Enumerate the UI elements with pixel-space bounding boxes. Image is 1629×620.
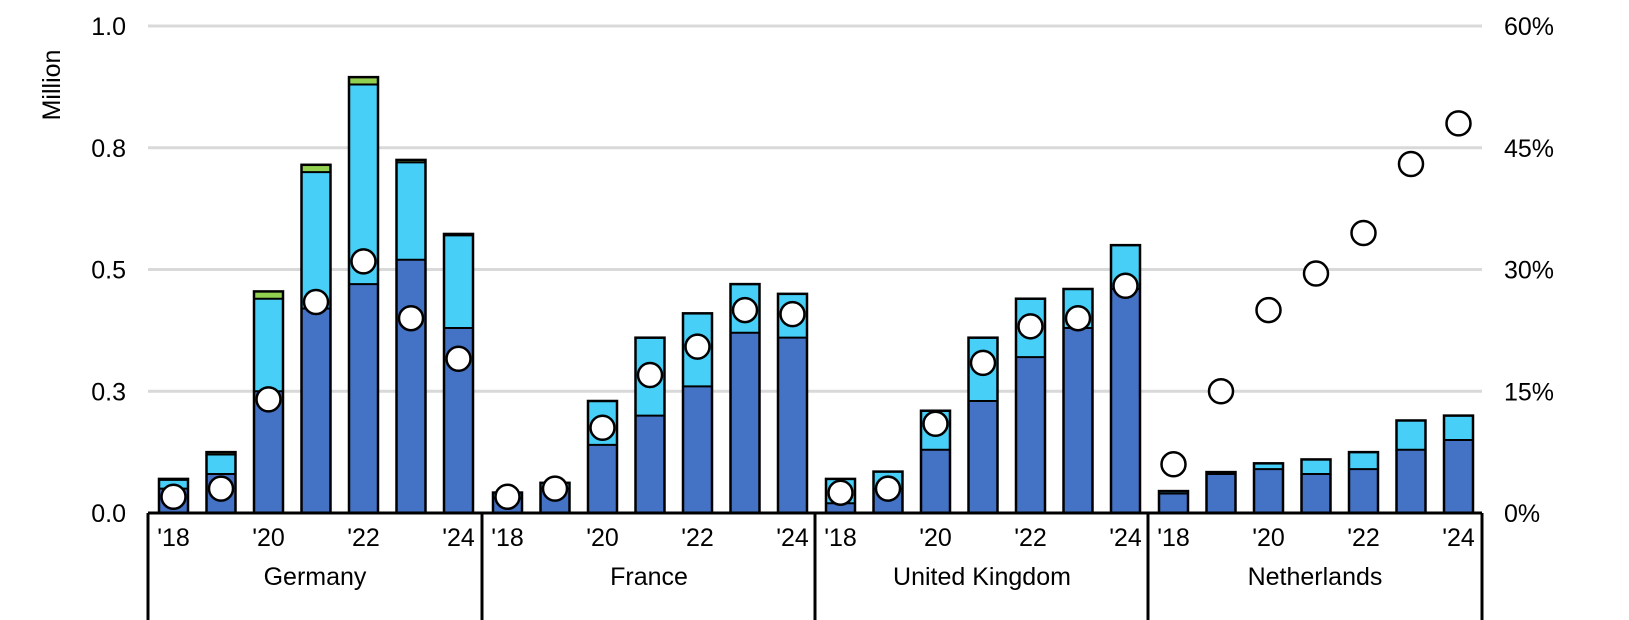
- bar-segment-middle: [1444, 415, 1473, 440]
- share-marker: [541, 475, 569, 502]
- bar-segment-bottom: [683, 386, 712, 513]
- x-tick-label: '18: [157, 524, 190, 552]
- bar-segment-bottom: [1063, 327, 1093, 513]
- bar-segment-bottom: [1016, 357, 1045, 513]
- share-marker: [827, 479, 854, 506]
- bar-segment-bottom: [1396, 449, 1426, 513]
- x-tick-label: '20: [252, 524, 285, 552]
- x-tick-label: '22: [1014, 524, 1047, 552]
- bar-segment-bottom: [301, 308, 331, 513]
- left-axis-ticks: 0.0 0.3 0.5 0.8 1.0: [91, 13, 126, 528]
- bars: [157, 75, 1475, 515]
- x-tick-label: '24: [1442, 524, 1475, 552]
- share-marker: [1064, 304, 1092, 332]
- bar-segment-bottom: [1301, 474, 1331, 513]
- y-tick-label: 1.0: [91, 13, 126, 41]
- bar-segment-top: [301, 164, 331, 173]
- x-tick-label: '24: [442, 524, 475, 552]
- bar-segment-bottom: [635, 415, 665, 513]
- share-marker: [494, 483, 521, 511]
- bar-segment-middle: [1301, 459, 1331, 475]
- bar-segment-top: [254, 291, 283, 299]
- share-markers: [160, 110, 1472, 511]
- share-marker: [1112, 272, 1139, 299]
- bar-segment-bottom: [588, 444, 617, 513]
- bar-segment-bottom: [1206, 474, 1236, 513]
- bar-segment-middle: [301, 172, 331, 309]
- bar-segment-middle: [1396, 420, 1426, 450]
- bar-segment-bottom: [1254, 469, 1283, 513]
- right-axis-ticks: 0% 15% 30% 45% 60%: [1504, 13, 1554, 528]
- x-tick-label: '22: [681, 524, 714, 552]
- y-axis-title: Million: [38, 50, 66, 121]
- y2-tick-label: 60%: [1504, 13, 1554, 41]
- bar-segment-bottom: [1159, 493, 1188, 513]
- country-label: United Kingdom: [893, 563, 1071, 591]
- bar-segment-bottom: [778, 337, 807, 513]
- bar-segment-bottom: [1349, 469, 1378, 513]
- x-tick-label: '24: [1109, 524, 1142, 552]
- x-tick-label: '18: [1157, 524, 1190, 552]
- x-tick-label: '20: [1252, 524, 1285, 552]
- share-marker: [207, 475, 235, 502]
- bar-segment-bottom: [921, 449, 950, 513]
- bar-segment-top: [349, 77, 378, 85]
- x-tick-label: '24: [776, 524, 809, 552]
- y-tick-label: 0.5: [91, 257, 126, 285]
- x-axis: '18 '20 '22 '24 Germany '18 '20 '22 '24 France '18…: [146, 511, 1484, 620]
- bar-segment-middle: [1254, 463, 1283, 470]
- share-marker: [589, 414, 616, 442]
- share-marker: [1445, 110, 1472, 137]
- bar-segment-bottom: [826, 503, 855, 513]
- share-marker: [160, 483, 187, 511]
- share-marker: [1302, 260, 1330, 287]
- y2-tick-label: 0%: [1504, 500, 1540, 528]
- x-tick-label: '18: [824, 524, 857, 552]
- share-marker: [302, 288, 330, 316]
- country-label: France: [610, 563, 688, 591]
- share-marker: [874, 475, 902, 502]
- share-marker: [397, 304, 425, 332]
- y2-tick-label: 15%: [1504, 378, 1554, 406]
- y-tick-label: 0.3: [91, 378, 126, 406]
- share-marker: [1397, 150, 1425, 178]
- bar-segment-bottom: [396, 259, 426, 513]
- y2-tick-label: 30%: [1504, 257, 1554, 285]
- bar-segment-middle: [1349, 452, 1378, 470]
- share-marker: [350, 248, 377, 275]
- bar-segment-bottom: [1111, 288, 1140, 513]
- bar-segment-middle: [396, 162, 426, 260]
- share-marker: [1207, 378, 1235, 405]
- x-tick-label: '22: [347, 524, 380, 552]
- bar-segment-middle: [206, 454, 236, 475]
- bar-segment-middle: [254, 298, 283, 392]
- bar-segment-bottom: [349, 284, 378, 513]
- bar-segment-bottom: [968, 400, 998, 513]
- share-marker: [922, 410, 949, 437]
- share-marker: [684, 333, 711, 360]
- share-marker: [731, 296, 759, 324]
- share-marker: [1350, 219, 1377, 247]
- x-tick-label: '22: [1347, 524, 1380, 552]
- share-marker: [969, 349, 997, 377]
- bar-segment-bottom: [730, 332, 760, 513]
- x-tick-label: '20: [919, 524, 952, 552]
- share-marker: [445, 345, 472, 373]
- share-marker: [636, 361, 664, 389]
- share-marker: [779, 300, 806, 328]
- country-label: Netherlands: [1248, 563, 1383, 591]
- share-marker: [1160, 451, 1187, 478]
- x-tick-label: '20: [586, 524, 619, 552]
- y-tick-label: 0.8: [91, 135, 126, 163]
- y2-tick-label: 45%: [1504, 135, 1554, 163]
- share-marker: [1017, 313, 1044, 340]
- share-marker: [1255, 296, 1282, 324]
- country-label: Germany: [264, 563, 367, 591]
- bar-segment-middle: [444, 235, 473, 328]
- share-marker: [255, 386, 282, 413]
- y-tick-label: 0.0: [91, 500, 126, 528]
- bar-segment-bottom: [1444, 439, 1473, 513]
- x-tick-label: '18: [491, 524, 524, 552]
